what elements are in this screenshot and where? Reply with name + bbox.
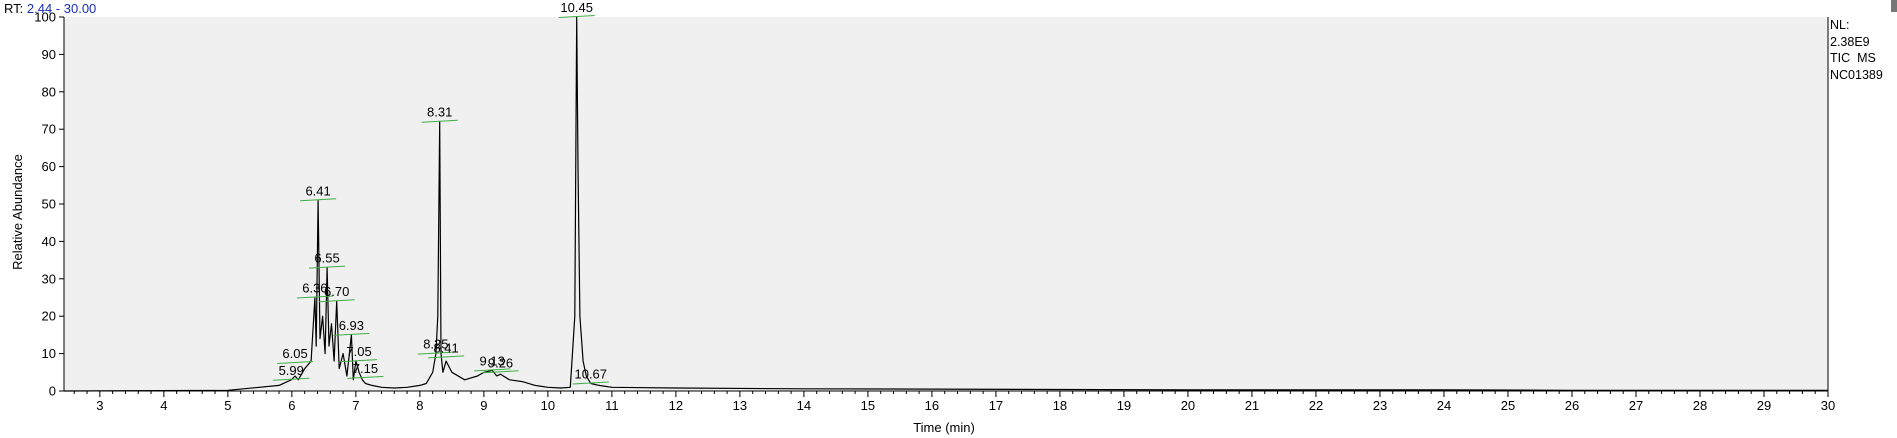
x-tick-label: 15 bbox=[861, 398, 875, 413]
normalization-info: NL: 2.38E9 TIC MS NC01389 bbox=[1830, 17, 1883, 83]
y-tick-label: 30 bbox=[42, 271, 56, 286]
x-tick-label: 9 bbox=[480, 398, 487, 413]
y-tick-label: 60 bbox=[42, 159, 56, 174]
x-tick-label: 21 bbox=[1245, 398, 1259, 413]
x-tick-label: 16 bbox=[925, 398, 939, 413]
peak-label: 8.41 bbox=[433, 340, 458, 355]
x-tick-label: 14 bbox=[797, 398, 811, 413]
peak-baseline-marker bbox=[482, 370, 519, 374]
baseline-markers bbox=[273, 15, 609, 385]
scan-filter: TIC MS bbox=[1830, 51, 1876, 65]
nl-label: NL: bbox=[1830, 18, 1850, 32]
y-axis-label: Relative Abundance bbox=[10, 154, 25, 270]
peak-baseline-marker bbox=[474, 368, 511, 372]
corner-handle[interactable] bbox=[1891, 0, 1897, 12]
peak-label: 6.55 bbox=[314, 251, 339, 266]
peak-label: 7.15 bbox=[353, 361, 378, 376]
peak-baseline-marker bbox=[296, 295, 333, 299]
x-tick-label: 8 bbox=[416, 398, 423, 413]
x-tick-label: 25 bbox=[1501, 398, 1515, 413]
y-tick-label: 100 bbox=[34, 10, 56, 25]
x-tick-label: 30 bbox=[1821, 398, 1835, 413]
peak-baseline-marker bbox=[558, 15, 595, 18]
peak-labels: 5.99 6.05 6.36 6.41 6.55 6.70 6.93 7.05 7.15 8.25… bbox=[279, 0, 607, 382]
peak-baseline-marker bbox=[318, 299, 355, 303]
peak-baseline-marker bbox=[309, 265, 346, 269]
x-tick-label: 12 bbox=[669, 398, 683, 413]
x-axis-label: Time (min) bbox=[913, 420, 975, 435]
peak-baseline-marker bbox=[428, 355, 465, 359]
rt-range-value: 2.44 - 30.00 bbox=[26, 1, 97, 16]
peak-label: 8.31 bbox=[427, 105, 452, 120]
x-tick-label: 13 bbox=[733, 398, 747, 413]
sample-name: NC01389 bbox=[1830, 67, 1883, 82]
y-tick-label: 80 bbox=[42, 84, 56, 99]
peak-label: 7.05 bbox=[346, 344, 371, 359]
x-axis: 3 4 5 6 7 8 9 10 11 12 13 14 15 16 17 18 19 20 21 22 23 24 25 2… bbox=[64, 17, 1835, 413]
peak-baseline-marker bbox=[300, 198, 337, 202]
x-tick-label: 20 bbox=[1181, 398, 1195, 413]
peak-baseline-marker bbox=[421, 119, 458, 123]
peak-label: 6.70 bbox=[324, 284, 349, 299]
y-tick-label: 50 bbox=[42, 197, 56, 212]
plot-area bbox=[64, 17, 1828, 391]
peak-baseline-marker bbox=[417, 351, 454, 355]
peak-baseline-marker bbox=[277, 360, 314, 364]
y-tick-label: 0 bbox=[49, 384, 56, 399]
peak-baseline-marker bbox=[347, 375, 384, 379]
peak-label: 6.41 bbox=[305, 183, 330, 198]
y-axis: 0 10 20 30 40 50 60 70 80 90 100 bbox=[34, 10, 65, 399]
x-tick-label: 10 bbox=[541, 398, 555, 413]
x-tick-label: 23 bbox=[1373, 398, 1387, 413]
x-tick-label: 18 bbox=[1053, 398, 1067, 413]
peak-label: 9.13 bbox=[480, 353, 505, 368]
peak-baseline-marker bbox=[333, 332, 370, 336]
x-tick-label: 11 bbox=[605, 398, 619, 413]
x-tick-label: 7 bbox=[352, 398, 359, 413]
x-tick-label: 22 bbox=[1309, 398, 1323, 413]
x-tick-label: 19 bbox=[1117, 398, 1131, 413]
peak-baseline-marker bbox=[572, 381, 609, 385]
peak-baseline-marker bbox=[273, 377, 310, 381]
y-tick-label: 20 bbox=[42, 309, 56, 324]
peak-label: 6.36 bbox=[302, 281, 327, 296]
y-tick-label: 90 bbox=[42, 47, 56, 62]
peak-label: 10.67 bbox=[574, 367, 607, 382]
peak-label: 6.93 bbox=[339, 318, 364, 333]
peak-label: 10.45 bbox=[560, 0, 593, 15]
x-tick-label: 28 bbox=[1693, 398, 1707, 413]
rt-range: RT: 2.44 - 30.00 bbox=[4, 1, 96, 16]
y-tick-label: 70 bbox=[42, 122, 56, 137]
peak-label: 6.05 bbox=[282, 346, 307, 361]
y-tick-label: 10 bbox=[42, 346, 56, 361]
peak-label: 5.99 bbox=[279, 363, 304, 378]
x-tick-label: 24 bbox=[1437, 398, 1451, 413]
x-tick-label: 6 bbox=[288, 398, 295, 413]
y-tick-label: 40 bbox=[42, 234, 56, 249]
peak-label: 9.26 bbox=[488, 355, 513, 370]
x-tick-label: 26 bbox=[1565, 398, 1579, 413]
x-tick-label: 4 bbox=[160, 398, 167, 413]
rt-label: RT: bbox=[4, 1, 24, 16]
x-tick-label: 5 bbox=[224, 398, 231, 413]
peak-baseline-marker bbox=[341, 359, 378, 363]
x-tick-label: 29 bbox=[1757, 398, 1771, 413]
peak-label: 8.25 bbox=[423, 337, 448, 352]
x-tick-label: 27 bbox=[1629, 398, 1643, 413]
nl-value: 2.38E9 bbox=[1830, 34, 1870, 49]
x-tick-label: 17 bbox=[989, 398, 1003, 413]
x-tick-label: 3 bbox=[96, 398, 103, 413]
